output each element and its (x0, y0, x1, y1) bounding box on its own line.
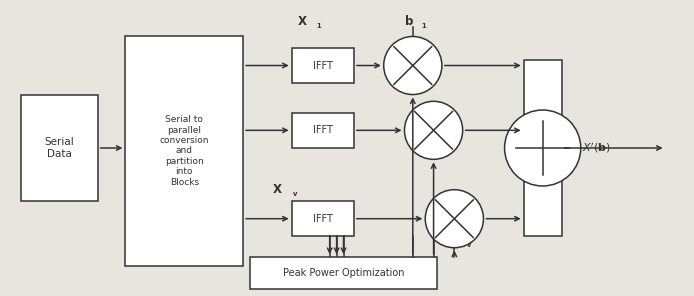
Text: IFFT: IFFT (313, 214, 332, 224)
Bar (126, 36, 243, 266)
Text: Peak Power Optimization: Peak Power Optimization (282, 268, 405, 278)
Text: $\mathbf{_v}$: $\mathbf{_v}$ (466, 240, 473, 250)
Text: $\mathbf{X}$: $\mathbf{X}$ (272, 183, 283, 196)
Ellipse shape (505, 110, 581, 186)
Text: IFFT: IFFT (313, 60, 332, 70)
Text: $\mathbf{X}$: $\mathbf{X}$ (296, 15, 307, 28)
Ellipse shape (384, 36, 442, 94)
Bar (291, 201, 354, 237)
Text: $\mathbf{_v}$: $\mathbf{_v}$ (291, 189, 298, 199)
Text: Serial
Data: Serial Data (44, 137, 74, 159)
Text: $\mathbf{_1}$: $\mathbf{_1}$ (421, 21, 428, 31)
Text: IFFT: IFFT (313, 125, 332, 135)
Text: $\mathbf{b}$: $\mathbf{b}$ (450, 234, 459, 248)
Text: $X'(\mathbf{b})$: $X'(\mathbf{b})$ (582, 141, 611, 155)
Bar (291, 113, 354, 148)
Bar (22, 95, 98, 201)
Text: Serial to
parallel
conversion
and
partition
into
Blocks: Serial to parallel conversion and partit… (160, 115, 209, 187)
Ellipse shape (425, 190, 484, 248)
Text: $\mathbf{b}$: $\mathbf{b}$ (405, 14, 414, 28)
Ellipse shape (405, 101, 463, 159)
Bar (291, 48, 354, 83)
Bar (250, 257, 437, 289)
Bar (523, 59, 561, 237)
Text: $\mathbf{_1}$: $\mathbf{_1}$ (316, 21, 322, 31)
